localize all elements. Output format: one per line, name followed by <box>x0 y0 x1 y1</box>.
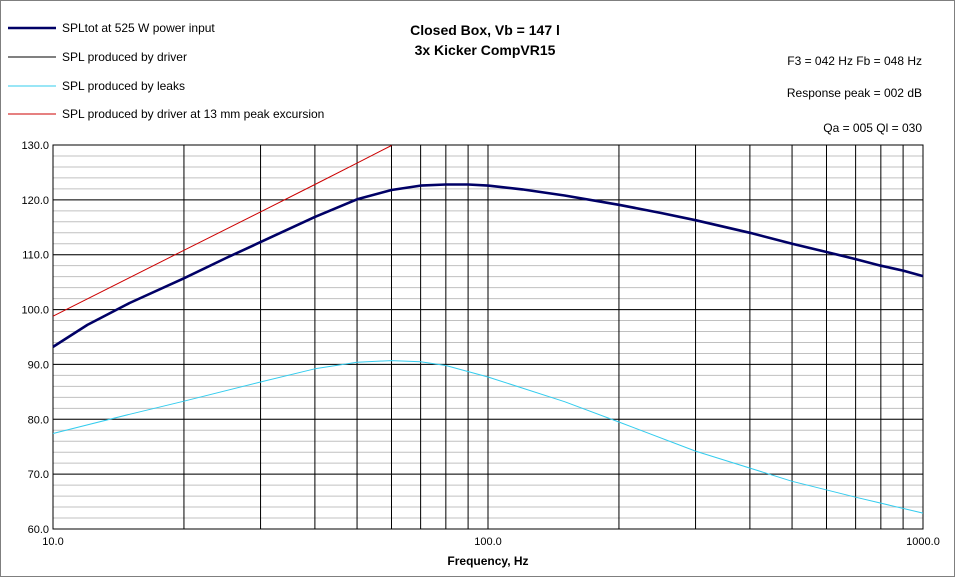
y-tick-label: 110.0 <box>22 250 49 262</box>
y-tick-label: 80.0 <box>28 414 49 426</box>
legend-label: SPL produced by driver at 13 mm peak exc… <box>62 107 324 121</box>
series-line <box>52 360 924 514</box>
y-tick-label: 100.0 <box>21 305 49 317</box>
x-axis-ticks: 10.0 100.0 1000.0 <box>42 536 940 548</box>
series-line <box>52 183 924 348</box>
y-tick-label: 130.0 <box>21 140 49 152</box>
x-tick-label: 100.0 <box>474 536 502 548</box>
plot-border <box>52 144 924 530</box>
x-axis-label: Frequency, Hz <box>447 554 528 568</box>
legend-label: SPLtot at 525 W power input <box>62 21 215 35</box>
x-tick-label: 10.0 <box>42 536 63 548</box>
info-qa-ql: Qa = 005 Ql = 030 <box>823 121 922 135</box>
info-f3-fb: F3 = 042 Hz Fb = 048 Hz <box>787 54 922 68</box>
y-axis-ticks: 60.0 70.0 80.0 90.0 100.0 110.0 120.0 130.0 <box>21 140 49 536</box>
y-tick-label: 70.0 <box>28 469 49 481</box>
legend: SPLtot at 525 W power input SPL produced … <box>8 21 324 121</box>
series-line <box>52 145 392 317</box>
chart-title: Closed Box, Vb = 147 l <box>410 22 560 38</box>
major-grid <box>52 144 924 530</box>
info-response-peak: Response peak = 002 dB <box>787 86 922 100</box>
x-tick-label: 1000.0 <box>906 536 940 548</box>
legend-label: SPL produced by driver <box>62 50 187 64</box>
chart-subtitle: 3x Kicker CompVR15 <box>415 42 556 58</box>
y-tick-label: 60.0 <box>28 524 49 536</box>
y-tick-label: 120.0 <box>21 195 49 207</box>
legend-label: SPL produced by leaks <box>62 79 185 93</box>
y-tick-label: 90.0 <box>28 359 49 371</box>
series-lines <box>52 145 924 514</box>
